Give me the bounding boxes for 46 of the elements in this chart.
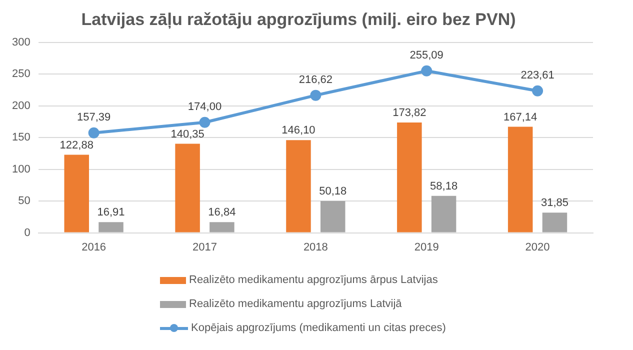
- y-tick-label: 0: [24, 226, 30, 239]
- data-label: 146,10: [282, 124, 316, 137]
- data-label: 122,88: [60, 139, 94, 152]
- bar: [397, 122, 422, 232]
- y-tick-label: 300: [12, 36, 30, 48]
- y-tick-label: 100: [12, 163, 30, 176]
- bar: [210, 222, 234, 232]
- y-tick-label: 150: [12, 132, 30, 144]
- bar: [508, 126, 533, 232]
- point: [199, 116, 210, 128]
- data-label: 216,62: [298, 74, 333, 86]
- data-label: 223,61: [520, 69, 554, 82]
- point: [421, 65, 432, 76]
- x-tick-label: 2017: [192, 241, 217, 254]
- data-label: 140,35: [170, 128, 204, 140]
- x-tick-label: 2016: [82, 241, 106, 254]
- data-label: 174,00: [188, 100, 222, 113]
- y-tick-label: 50: [18, 195, 30, 208]
- y-tick-label: 250: [12, 68, 30, 80]
- point: [310, 90, 322, 101]
- point: [88, 127, 100, 138]
- data-label: 50,18: [319, 185, 347, 198]
- bar: [64, 154, 90, 232]
- bar: [431, 196, 456, 232]
- data-label: 255,09: [410, 49, 444, 62]
- x-tick-label: 2018: [303, 241, 328, 254]
- data-label: 58,18: [430, 180, 458, 192]
- data-label: 16,91: [97, 206, 125, 219]
- bar: [542, 212, 568, 232]
- x-tick-label: 2020: [525, 241, 550, 254]
- x-tick-label: 2019: [414, 241, 439, 254]
- legend-label: Realizēto medikamentu apgrozījums Latvijā: [189, 298, 402, 310]
- legend-label: Kopējais apgrozījums (medikamenti un citas preces): [191, 322, 446, 334]
- bar: [175, 144, 200, 232]
- data-label: 157,39: [76, 111, 111, 124]
- data-label: 173,82: [392, 107, 426, 120]
- legend-label: Realizēto medikamentu apgrozījums ārpus Latvijas: [189, 274, 438, 286]
- y-tick-label: 200: [12, 100, 30, 112]
- bar: [320, 200, 346, 232]
- data-label: 167,14: [504, 111, 538, 124]
- bar: [98, 222, 124, 232]
- point: [532, 85, 544, 96]
- bar: [286, 140, 311, 232]
- data-label: 31,85: [540, 197, 568, 210]
- data-label: 16,84: [208, 206, 236, 219]
- chart-title: Latvijas zāļu ražotāju apgrozījums (milj. eiro bez PVN): [81, 10, 516, 29]
